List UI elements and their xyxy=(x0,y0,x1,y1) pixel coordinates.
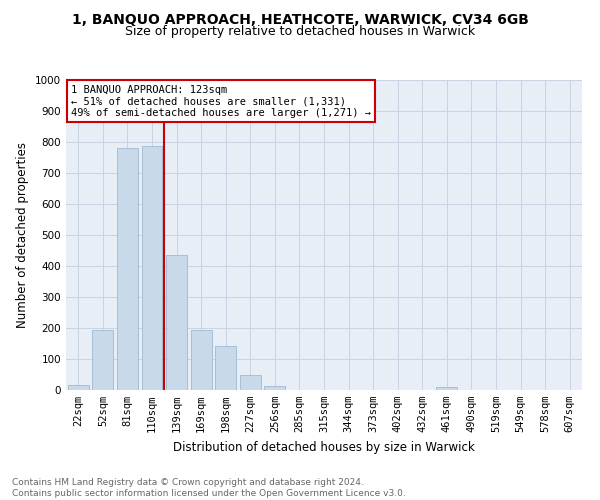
Bar xyxy=(240,375,261,390)
Bar xyxy=(68,386,89,390)
X-axis label: Distribution of detached houses by size in Warwick: Distribution of detached houses by size … xyxy=(173,440,475,454)
Bar xyxy=(142,146,163,390)
Text: 1, BANQUO APPROACH, HEATHCOTE, WARWICK, CV34 6GB: 1, BANQUO APPROACH, HEATHCOTE, WARWICK, … xyxy=(71,12,529,26)
Bar xyxy=(166,254,187,390)
Bar xyxy=(117,148,138,390)
Text: 1 BANQUO APPROACH: 123sqm
← 51% of detached houses are smaller (1,331)
49% of se: 1 BANQUO APPROACH: 123sqm ← 51% of detac… xyxy=(71,84,371,118)
Bar xyxy=(191,330,212,390)
Text: Contains HM Land Registry data © Crown copyright and database right 2024.
Contai: Contains HM Land Registry data © Crown c… xyxy=(12,478,406,498)
Bar xyxy=(436,387,457,390)
Bar xyxy=(265,386,286,390)
Bar xyxy=(92,330,113,390)
Y-axis label: Number of detached properties: Number of detached properties xyxy=(16,142,29,328)
Text: Size of property relative to detached houses in Warwick: Size of property relative to detached ho… xyxy=(125,25,475,38)
Bar xyxy=(215,346,236,390)
